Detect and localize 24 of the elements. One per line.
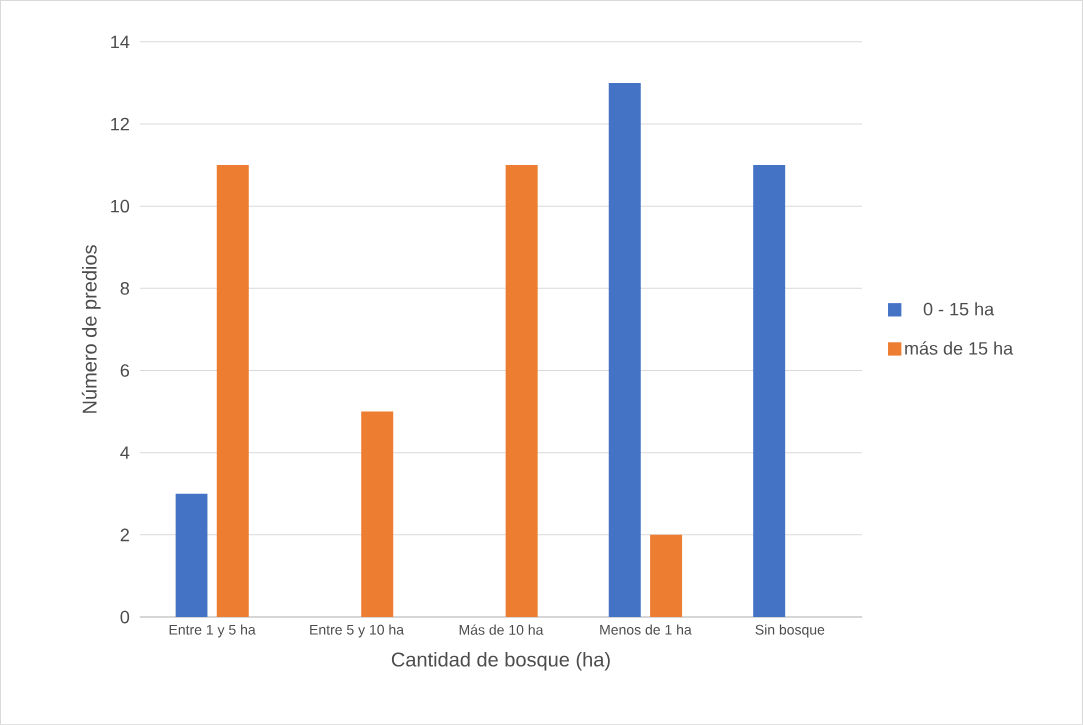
bar [753,165,786,618]
y-tick-label: 2 [120,528,129,542]
legend-label: más de 15 ha [905,341,1014,355]
y-tick-label: 6 [120,364,130,377]
bar [505,165,538,618]
y-tick-label: 10 [111,199,130,213]
x-tick-label: Sin bosque [755,624,825,638]
y-tick-label: 14 [111,35,130,49]
x-tick-label: Menos de 1 ha [600,624,692,635]
x-tick-label: Entre 5 y 10 ha [310,624,405,638]
legend-label: 0 - 15 ha [923,302,995,316]
x-tick-label: Entre 1 y 5 ha [169,624,256,638]
bar [650,534,683,618]
y-tick-label: 12 [111,117,129,131]
y-tick-label: 0 [120,610,130,624]
x-axis-title: Cantidad de bosque (ha) [391,652,610,671]
bar [608,82,641,618]
y-tick-label: 8 [120,282,130,295]
bar [216,165,249,618]
y-tick-label: 4 [120,446,130,459]
x-tick-label: Más de 10 ha [459,624,544,635]
y-axis-title: Número de predios [81,245,101,413]
bar [175,493,208,618]
bar [361,411,394,618]
